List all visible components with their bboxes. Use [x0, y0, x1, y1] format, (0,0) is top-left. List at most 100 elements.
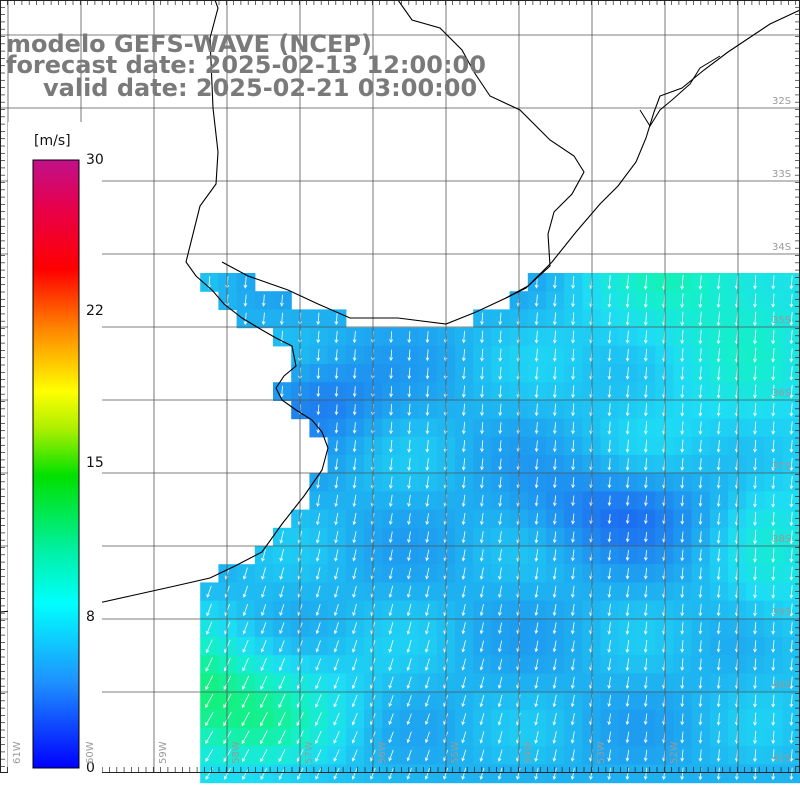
- wind-arrow: [406, 695, 412, 707]
- wind-arrow: [279, 549, 284, 562]
- wind-arrow: [407, 457, 411, 472]
- wind-arrow: [333, 694, 340, 708]
- wind-arrow: [389, 349, 393, 362]
- wind-speed-cell: [273, 764, 292, 784]
- wind-arrow: [789, 530, 794, 545]
- wind-arrow: [789, 293, 794, 308]
- wind-arrow: [388, 549, 393, 562]
- wind-arrow: [279, 312, 284, 326]
- wind-arrow: [260, 730, 268, 745]
- wind-arrow: [607, 695, 612, 708]
- wind-speed-cell: [236, 746, 256, 765]
- wind-arrow: [625, 676, 630, 690]
- wind-arrow: [242, 567, 248, 580]
- wind-arrow: [771, 712, 776, 726]
- wind-arrow: [625, 385, 630, 399]
- wind-arrow: [534, 622, 539, 635]
- wind-arrow: [334, 476, 339, 489]
- wind-arrow: [698, 439, 703, 453]
- wind-arrow: [680, 330, 685, 345]
- wind-arrow: [570, 676, 575, 690]
- wind-arrow: [680, 676, 685, 690]
- wind-arrow: [480, 312, 484, 326]
- wind-arrow: [789, 366, 794, 381]
- wind-arrow: [534, 676, 539, 690]
- wind-arrow: [406, 658, 412, 672]
- wind-arrow: [406, 603, 412, 617]
- wind-arrow: [643, 676, 648, 690]
- wind-arrow: [753, 640, 757, 653]
- wind-arrow: [625, 330, 630, 344]
- wind-arrow: [771, 640, 776, 653]
- wind-arrow: [479, 658, 485, 671]
- wind-arrow: [461, 640, 466, 653]
- latitude-label: 32S: [772, 96, 792, 107]
- wind-arrow: [534, 749, 539, 762]
- wind-arrow: [334, 603, 339, 617]
- wind-arrow: [552, 640, 557, 653]
- wind-arrow: [242, 675, 250, 690]
- wind-arrow: [260, 640, 267, 653]
- wind-arrow: [498, 422, 503, 435]
- wind-arrow: [571, 348, 575, 362]
- wind-arrow: [789, 749, 794, 763]
- wind-arrow: [389, 367, 393, 380]
- wind-arrow: [424, 731, 430, 744]
- wind-arrow: [388, 567, 393, 580]
- wind-arrow: [607, 385, 612, 399]
- wind-arrow: [279, 640, 285, 653]
- wind-arrow: [552, 749, 557, 762]
- wind-arrow: [571, 531, 575, 544]
- wind-arrow: [625, 658, 630, 672]
- wind-arrow: [534, 767, 539, 781]
- wind-arrow: [753, 694, 757, 708]
- latitude-label: 40S: [772, 680, 792, 691]
- wind-arrow: [753, 347, 757, 363]
- wind-arrow: [680, 694, 685, 708]
- wind-arrow: [461, 494, 466, 508]
- wind-arrow: [625, 621, 630, 635]
- wind-arrow: [497, 712, 503, 726]
- wind-arrow: [625, 767, 630, 781]
- wind-arrow: [479, 531, 484, 544]
- wind-arrow: [407, 531, 411, 544]
- wind-arrow: [424, 767, 430, 780]
- wind-arrow: [498, 585, 502, 599]
- wind-arrow: [771, 494, 776, 508]
- wind-arrow: [333, 622, 339, 635]
- colorbar-tick: 0: [86, 760, 95, 776]
- wind-arrow: [479, 604, 484, 617]
- wind-arrow: [680, 476, 685, 489]
- wind-arrow: [789, 548, 794, 563]
- wind-arrow: [388, 603, 394, 617]
- wind-arrow: [407, 403, 412, 417]
- wind-arrow: [461, 385, 466, 398]
- wind-arrow: [352, 622, 358, 635]
- wind-arrow: [205, 675, 214, 691]
- wind-arrow: [479, 767, 485, 780]
- wind-arrow: [552, 366, 557, 381]
- longitude-label: 58W: [231, 741, 242, 764]
- wind-arrow: [552, 440, 557, 453]
- wind-arrow: [716, 329, 721, 345]
- wind-arrow: [223, 767, 232, 780]
- latitude-label: 34S: [772, 242, 792, 253]
- wind-speed-cell: [218, 728, 238, 747]
- wind-arrow: [625, 275, 630, 290]
- wind-arrow: [351, 694, 358, 708]
- wind-arrow: [461, 694, 467, 708]
- wind-arrow: [279, 585, 285, 598]
- wind-arrow: [552, 731, 557, 744]
- wind-arrow: [260, 693, 268, 709]
- wind-arrow: [205, 730, 214, 745]
- wind-arrow: [334, 422, 339, 434]
- wind-speed-cell: [254, 746, 274, 765]
- longitude-label: 55W: [450, 741, 461, 764]
- wind-arrow: [315, 530, 321, 544]
- wind-arrow: [552, 495, 557, 507]
- wind-arrow: [643, 731, 648, 744]
- wind-arrow: [698, 476, 703, 489]
- wind-arrow: [789, 348, 794, 363]
- wind-arrow: [223, 675, 232, 690]
- wind-arrow: [607, 713, 612, 726]
